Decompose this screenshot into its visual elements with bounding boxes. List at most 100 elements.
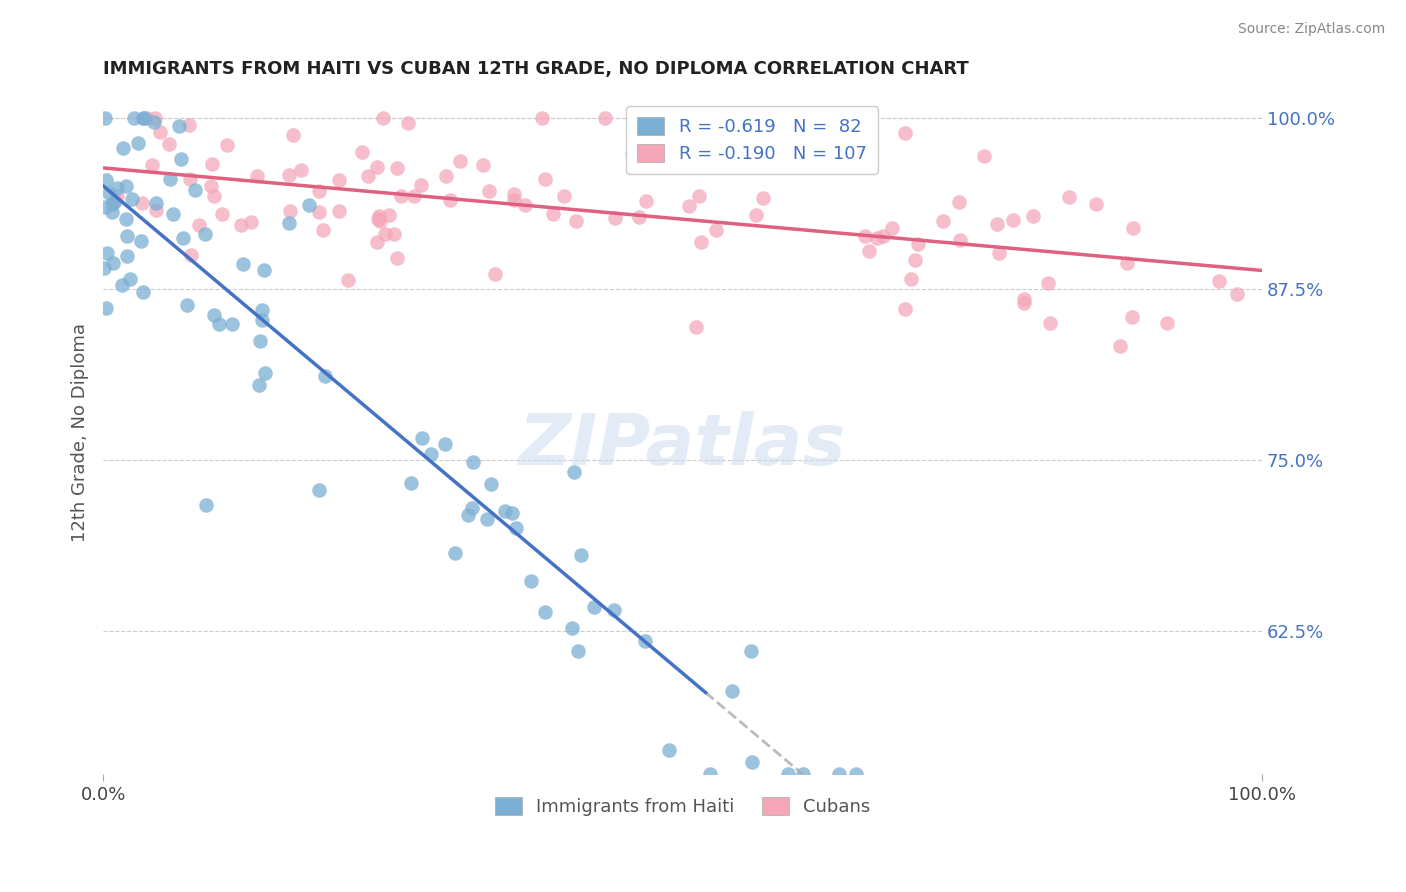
Point (948, 195, 970, 210)
Point (561, 621, 583, 635)
Point (94, 173, 117, 187)
Point (124, 111, 146, 125)
Point (336, 273, 359, 287)
Point (461, 501, 484, 516)
Point (894, 126, 917, 140)
Point (1116, 256, 1139, 270)
Point (366, 160, 388, 174)
Point (567, 644, 589, 658)
Point (494, 503, 516, 517)
Point (246, 169, 269, 183)
Point (678, 199, 700, 213)
Point (776, 767, 799, 781)
Point (176, 298, 198, 312)
Point (221, 318, 243, 332)
Point (396, 115, 419, 129)
Point (530, 111, 553, 125)
Point (858, 244, 880, 258)
Point (603, 211, 626, 225)
Point (702, 160, 724, 174)
Point (93, 200, 115, 214)
Point (704, 223, 727, 237)
Point (827, 767, 849, 781)
Point (402, 189, 425, 203)
Point (853, 229, 876, 244)
Point (583, 600, 606, 615)
Point (247, 377, 270, 392)
Point (194, 498, 217, 512)
Legend: Immigrants from Haiti, Cubans: Immigrants from Haiti, Cubans (488, 789, 877, 823)
Y-axis label: 12th Grade, No Diploma: 12th Grade, No Diploma (72, 323, 89, 541)
Point (115, 228, 138, 243)
Point (308, 184, 330, 198)
Point (603, 602, 626, 616)
Point (132, 111, 155, 125)
Point (721, 684, 744, 698)
Point (562, 465, 585, 479)
Point (449, 153, 471, 168)
Point (202, 189, 225, 203)
Point (187, 218, 209, 232)
Point (1022, 209, 1045, 223)
Point (141, 158, 163, 172)
Point (973, 149, 995, 163)
Point (513, 198, 536, 212)
Text: IMMIGRANTS FROM HAITI VS CUBAN 12TH GRADE, NO DIPLOMA CORRELATION CHART: IMMIGRANTS FROM HAITI VS CUBAN 12TH GRAD… (103, 60, 969, 78)
Point (880, 221, 903, 235)
Point (127, 136, 149, 150)
Point (949, 233, 972, 247)
Point (628, 211, 651, 225)
Point (101, 205, 124, 219)
Point (177, 118, 200, 132)
Point (308, 483, 330, 497)
Point (253, 263, 276, 277)
Point (97, 186, 120, 201)
Point (278, 204, 301, 219)
Point (382, 227, 405, 242)
Point (1208, 274, 1230, 288)
Point (1012, 292, 1035, 306)
Point (202, 308, 225, 322)
Point (131, 196, 153, 211)
Point (461, 455, 484, 469)
Point (93, 260, 115, 275)
Point (111, 141, 134, 155)
Point (866, 231, 889, 245)
Point (131, 235, 153, 249)
Point (986, 217, 1008, 231)
Point (411, 178, 433, 193)
Point (1036, 277, 1059, 291)
Point (1014, 295, 1036, 310)
Point (472, 158, 495, 172)
Point (741, 755, 763, 769)
Point (180, 248, 202, 262)
Point (328, 204, 350, 219)
Point (434, 169, 457, 183)
Point (278, 216, 301, 230)
Point (143, 111, 166, 125)
Point (311, 223, 333, 237)
Point (688, 189, 710, 203)
Point (200, 179, 222, 194)
Point (1057, 190, 1080, 204)
Point (200, 157, 222, 171)
Point (534, 605, 557, 619)
Point (132, 111, 155, 125)
Point (104, 194, 127, 208)
Point (502, 186, 524, 201)
Point (215, 138, 238, 153)
Point (172, 231, 194, 245)
Point (1001, 212, 1024, 227)
Point (699, 767, 721, 781)
Point (101, 196, 124, 211)
Point (385, 161, 408, 175)
Point (157, 137, 180, 152)
Point (434, 436, 457, 450)
Point (387, 251, 409, 265)
Text: ZIPatlas: ZIPatlas (519, 411, 846, 481)
Point (792, 767, 814, 781)
Point (658, 743, 681, 757)
Point (111, 278, 134, 293)
Point (105, 189, 128, 203)
Point (553, 189, 575, 203)
